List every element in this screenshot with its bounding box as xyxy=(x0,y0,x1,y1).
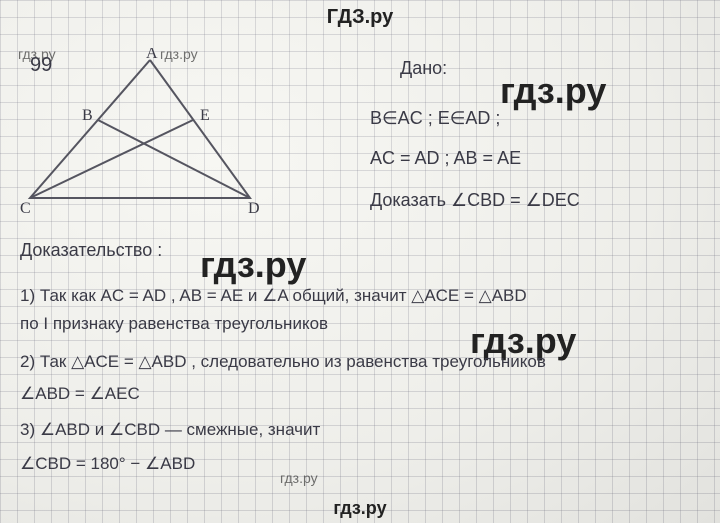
proof-step1: 1) Так как AC = AD , AB = AE и ∠A общий,… xyxy=(20,286,527,306)
given-line2: AC = AD ; AB = AE xyxy=(370,148,521,169)
label-D: D xyxy=(248,200,260,217)
triangle-diagram: A B E C D xyxy=(20,48,280,218)
label-E: E xyxy=(200,107,210,124)
given-line1: B∈AC ; E∈AD ; xyxy=(370,108,500,129)
proof-title: Доказательство : xyxy=(20,240,162,261)
proof-step1b: по I признаку равенства треугольников xyxy=(20,314,328,334)
label-C: C xyxy=(20,200,31,217)
line-DB xyxy=(98,120,250,198)
proof-step3: 3) ∠ABD и ∠CBD — смежные, значит xyxy=(20,420,320,440)
proof-step3b: ∠CBD = 180° − ∠ABD xyxy=(20,454,195,474)
triangle-outline xyxy=(30,60,250,198)
label-B: B xyxy=(82,107,93,124)
proof-step2b: ∠ABD = ∠AEC xyxy=(20,384,140,404)
given-title: Дано: xyxy=(400,58,447,79)
given-prove: Доказать ∠CBD = ∠DEC xyxy=(370,190,580,211)
proof-step2: 2) Так △ACE = △ABD , следовательно из ра… xyxy=(20,352,546,372)
label-A: A xyxy=(146,48,158,62)
line-CE xyxy=(30,120,193,198)
